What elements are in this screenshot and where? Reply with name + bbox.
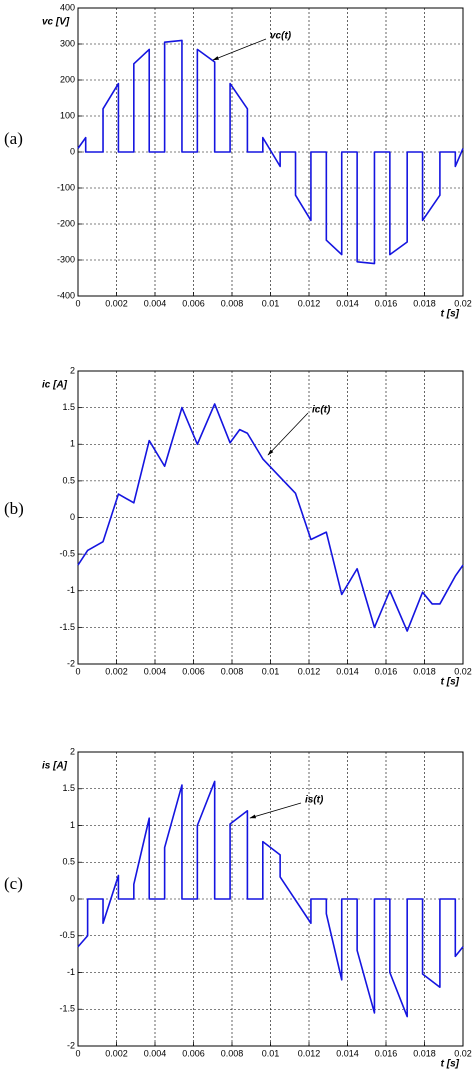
y-tick-label: 0.5	[62, 857, 75, 867]
x-tick-label: 0.004	[144, 298, 167, 308]
x-tick-label: 0.004	[144, 666, 167, 676]
x-tick-label: 0.002	[105, 666, 128, 676]
data-line	[77, 403, 464, 632]
x-tick-label: 0.002	[105, 1048, 128, 1058]
x-tick-label: 0.006	[182, 298, 205, 308]
x-axis-label: t [s]	[441, 1059, 460, 1070]
y-tick-label: 1.5	[62, 402, 75, 412]
y-tick-label: 0.5	[62, 475, 75, 485]
x-tick-label: 0.01	[262, 298, 280, 308]
y-tick-label: -1	[67, 967, 75, 977]
y-axis-label: ic [A]	[42, 380, 68, 391]
y-axis-label: vc [V]	[42, 17, 70, 28]
y-tick-label: -400	[57, 290, 75, 300]
annotation: is(t)	[305, 795, 324, 806]
x-axis-label: t [s]	[441, 309, 460, 320]
x-tick-label: 0.012	[298, 298, 321, 308]
y-tick-label: -2	[67, 1040, 75, 1050]
panel-label: (b)	[4, 499, 24, 518]
x-tick-label: 0.02	[454, 666, 472, 676]
y-tick-label: 0	[70, 512, 75, 522]
x-tick-label: 0.016	[375, 1048, 398, 1058]
x-tick-label: 0	[75, 666, 80, 676]
y-tick-label: 1.5	[62, 783, 75, 793]
x-axis-label: t [s]	[441, 677, 460, 688]
y-tick-label: -1.5	[59, 1004, 75, 1014]
y-tick-label: 100	[60, 110, 75, 120]
plot-frame	[77, 7, 464, 297]
annotation: ic(t)	[312, 405, 331, 416]
plot-frame	[77, 751, 464, 1047]
plot-frame	[77, 370, 464, 665]
x-tick-label: 0.014	[336, 298, 359, 308]
y-tick-label: -1.5	[59, 622, 75, 632]
x-tick-label: 0.01	[262, 666, 280, 676]
y-tick-label: -0.5	[59, 549, 75, 559]
y-axis-label: is [A]	[42, 761, 68, 772]
x-tick-label: 0.02	[454, 1048, 472, 1058]
y-tick-label: 0	[70, 146, 75, 156]
y-tick-label: -200	[57, 218, 75, 228]
x-tick-label: 0.016	[375, 666, 398, 676]
y-tick-label: -100	[57, 182, 75, 192]
panel-label: (c)	[4, 874, 23, 893]
y-tick-label: 0	[70, 893, 75, 903]
annotation: vc(t)	[270, 31, 292, 42]
annotation-arrow	[212, 38, 267, 61]
x-tick-label: 0.014	[336, 1048, 359, 1058]
x-tick-label: 0.018	[413, 298, 436, 308]
x-tick-label: 0.01	[262, 1048, 280, 1058]
y-tick-label: 200	[60, 74, 75, 84]
y-tick-label: 300	[60, 38, 75, 48]
y-tick-label: 2	[70, 365, 75, 375]
x-tick-label: 0.012	[298, 666, 321, 676]
y-tick-label: 1	[70, 439, 75, 449]
x-tick-label: 0.006	[182, 1048, 205, 1058]
y-tick-label: 2	[70, 746, 75, 756]
y-tick-label: -2	[67, 658, 75, 668]
x-tick-label: 0.004	[144, 1048, 167, 1058]
y-tick-label: -0.5	[59, 930, 75, 940]
x-tick-label: 0.006	[182, 666, 205, 676]
y-tick-label: 1	[70, 820, 75, 830]
x-tick-label: 0.002	[105, 298, 128, 308]
y-tick-label: -300	[57, 254, 75, 264]
x-tick-label: 0.008	[221, 1048, 244, 1058]
panel-label: (a)	[4, 129, 23, 148]
y-tick-label: -1	[67, 585, 75, 595]
annotation-arrow	[267, 412, 309, 456]
x-tick-label: 0	[75, 1048, 80, 1058]
x-tick-label: 0.012	[298, 1048, 321, 1058]
x-tick-label: 0.02	[454, 298, 472, 308]
x-tick-label: 0	[75, 298, 80, 308]
y-tick-label: 400	[60, 2, 75, 12]
x-tick-label: 0.014	[336, 666, 359, 676]
annotation-arrow	[249, 802, 302, 819]
data-line	[77, 39, 464, 265]
x-tick-label: 0.018	[413, 666, 436, 676]
x-tick-label: 0.008	[221, 666, 244, 676]
x-tick-label: 0.016	[375, 298, 398, 308]
data-line	[77, 780, 464, 1018]
x-tick-label: 0.008	[221, 298, 244, 308]
x-tick-label: 0.018	[413, 1048, 436, 1058]
